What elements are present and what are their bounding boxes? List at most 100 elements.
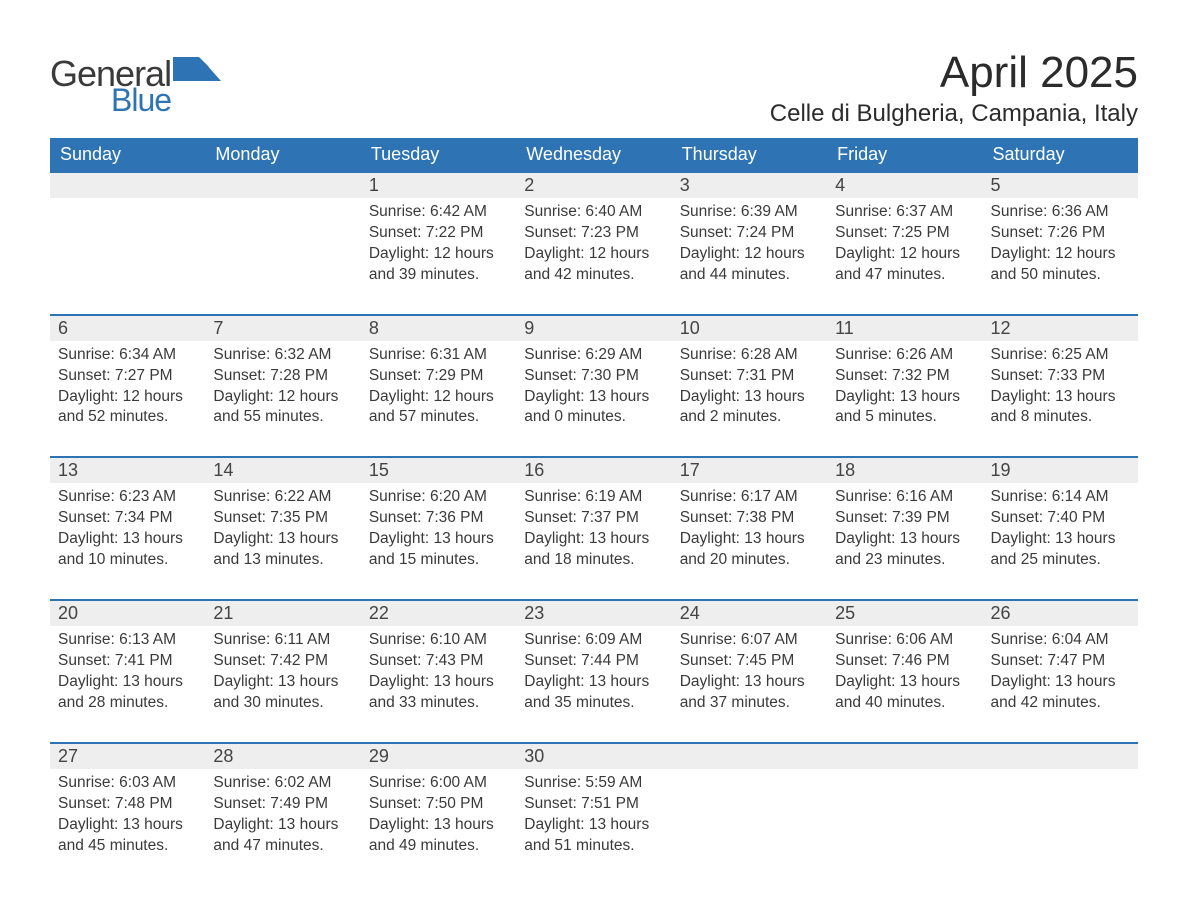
daylight-line2: and 28 minutes. <box>58 693 197 714</box>
day-content: Sunrise: 6:34 AMSunset: 7:27 PMDaylight:… <box>50 341 205 457</box>
day-number: 30 <box>516 744 671 769</box>
weekday-header: Friday <box>827 138 982 172</box>
daylight-line1: Daylight: 12 hours <box>369 244 508 265</box>
day-content: Sunrise: 6:06 AMSunset: 7:46 PMDaylight:… <box>827 626 982 742</box>
daylight-line2: and 37 minutes. <box>680 693 819 714</box>
daylight-line1: Daylight: 13 hours <box>991 672 1130 693</box>
day-number: 27 <box>50 744 205 769</box>
sunset-text: Sunset: 7:29 PM <box>369 366 508 387</box>
sunrise-text: Sunrise: 6:32 AM <box>213 345 352 366</box>
calendar-day-cell: 9Sunrise: 6:29 AMSunset: 7:30 PMDaylight… <box>516 315 671 458</box>
calendar-day-cell: 30Sunrise: 5:59 AMSunset: 7:51 PMDayligh… <box>516 743 671 885</box>
daylight-line2: and 49 minutes. <box>369 836 508 857</box>
day-number-bar: 30 <box>516 744 671 769</box>
sunrise-text: Sunrise: 6:31 AM <box>369 345 508 366</box>
day-number: 8 <box>361 316 516 341</box>
daylight-line2: and 15 minutes. <box>369 550 508 571</box>
sunrise-text: Sunrise: 6:17 AM <box>680 487 819 508</box>
day-number-bar <box>983 744 1138 769</box>
weekday-header-row: Sunday Monday Tuesday Wednesday Thursday… <box>50 138 1138 172</box>
day-number: 18 <box>827 458 982 483</box>
daylight-line1: Daylight: 13 hours <box>369 529 508 550</box>
daylight-line2: and 0 minutes. <box>524 407 663 428</box>
daylight-line1: Daylight: 13 hours <box>369 672 508 693</box>
calendar-day-cell: 26Sunrise: 6:04 AMSunset: 7:47 PMDayligh… <box>983 600 1138 743</box>
weekday-header: Sunday <box>50 138 205 172</box>
day-number-bar: 17 <box>672 458 827 483</box>
day-number-bar: 14 <box>205 458 360 483</box>
day-number-bar <box>50 173 205 198</box>
weekday-header: Monday <box>205 138 360 172</box>
daylight-line2: and 5 minutes. <box>835 407 974 428</box>
calendar-day-cell: 2Sunrise: 6:40 AMSunset: 7:23 PMDaylight… <box>516 172 671 315</box>
calendar-week-row: 13Sunrise: 6:23 AMSunset: 7:34 PMDayligh… <box>50 457 1138 600</box>
day-number-bar: 23 <box>516 601 671 626</box>
sunset-text: Sunset: 7:44 PM <box>524 651 663 672</box>
day-number-bar: 1 <box>361 173 516 198</box>
sunset-text: Sunset: 7:46 PM <box>835 651 974 672</box>
day-number: 28 <box>205 744 360 769</box>
daylight-line2: and 2 minutes. <box>680 407 819 428</box>
daylight-line1: Daylight: 12 hours <box>835 244 974 265</box>
daylight-line1: Daylight: 13 hours <box>680 672 819 693</box>
daylight-line1: Daylight: 12 hours <box>213 387 352 408</box>
sunrise-text: Sunrise: 6:00 AM <box>369 773 508 794</box>
daylight-line2: and 33 minutes. <box>369 693 508 714</box>
daylight-line2: and 44 minutes. <box>680 265 819 286</box>
daylight-line2: and 23 minutes. <box>835 550 974 571</box>
day-content: Sunrise: 6:29 AMSunset: 7:30 PMDaylight:… <box>516 341 671 457</box>
day-number-bar: 5 <box>983 173 1138 198</box>
sunset-text: Sunset: 7:25 PM <box>835 223 974 244</box>
day-content: Sunrise: 6:22 AMSunset: 7:35 PMDaylight:… <box>205 483 360 599</box>
header-row: General Blue April 2025 Celle di Bulgher… <box>50 48 1138 138</box>
sunset-text: Sunset: 7:34 PM <box>58 508 197 529</box>
sunset-text: Sunset: 7:38 PM <box>680 508 819 529</box>
weekday-header: Saturday <box>983 138 1138 172</box>
daylight-line1: Daylight: 13 hours <box>680 529 819 550</box>
day-number: 10 <box>672 316 827 341</box>
sunrise-text: Sunrise: 6:10 AM <box>369 630 508 651</box>
day-content: Sunrise: 6:14 AMSunset: 7:40 PMDaylight:… <box>983 483 1138 599</box>
day-number-bar: 2 <box>516 173 671 198</box>
day-content: Sunrise: 6:13 AMSunset: 7:41 PMDaylight:… <box>50 626 205 742</box>
sunrise-text: Sunrise: 6:42 AM <box>369 202 508 223</box>
calendar-table: Sunday Monday Tuesday Wednesday Thursday… <box>50 138 1138 884</box>
day-number-bar: 19 <box>983 458 1138 483</box>
sunrise-text: Sunrise: 6:28 AM <box>680 345 819 366</box>
day-content: Sunrise: 6:40 AMSunset: 7:23 PMDaylight:… <box>516 198 671 314</box>
daylight-line1: Daylight: 13 hours <box>213 529 352 550</box>
sunrise-text: Sunrise: 6:23 AM <box>58 487 197 508</box>
day-number: 12 <box>983 316 1138 341</box>
sunset-text: Sunset: 7:50 PM <box>369 794 508 815</box>
day-content: Sunrise: 6:02 AMSunset: 7:49 PMDaylight:… <box>205 769 360 885</box>
day-number-bar: 26 <box>983 601 1138 626</box>
calendar-day-cell: 8Sunrise: 6:31 AMSunset: 7:29 PMDaylight… <box>361 315 516 458</box>
calendar-day-cell <box>205 172 360 315</box>
day-number-bar: 28 <box>205 744 360 769</box>
day-content: Sunrise: 5:59 AMSunset: 7:51 PMDaylight:… <box>516 769 671 885</box>
sunset-text: Sunset: 7:22 PM <box>369 223 508 244</box>
calendar-day-cell: 4Sunrise: 6:37 AMSunset: 7:25 PMDaylight… <box>827 172 982 315</box>
day-number: 7 <box>205 316 360 341</box>
calendar-day-cell: 15Sunrise: 6:20 AMSunset: 7:36 PMDayligh… <box>361 457 516 600</box>
sunrise-text: Sunrise: 6:16 AM <box>835 487 974 508</box>
sunset-text: Sunset: 7:35 PM <box>213 508 352 529</box>
daylight-line2: and 51 minutes. <box>524 836 663 857</box>
daylight-line2: and 47 minutes. <box>213 836 352 857</box>
day-number-bar: 18 <box>827 458 982 483</box>
daylight-line1: Daylight: 13 hours <box>991 529 1130 550</box>
calendar-day-cell: 12Sunrise: 6:25 AMSunset: 7:33 PMDayligh… <box>983 315 1138 458</box>
day-number: 16 <box>516 458 671 483</box>
day-number-bar: 9 <box>516 316 671 341</box>
calendar-day-cell: 11Sunrise: 6:26 AMSunset: 7:32 PMDayligh… <box>827 315 982 458</box>
calendar-day-cell: 24Sunrise: 6:07 AMSunset: 7:45 PMDayligh… <box>672 600 827 743</box>
daylight-line2: and 57 minutes. <box>369 407 508 428</box>
daylight-line1: Daylight: 12 hours <box>524 244 663 265</box>
day-number: 4 <box>827 173 982 198</box>
calendar-day-cell: 5Sunrise: 6:36 AMSunset: 7:26 PMDaylight… <box>983 172 1138 315</box>
location-subtitle: Celle di Bulgheria, Campania, Italy <box>770 100 1138 128</box>
sunset-text: Sunset: 7:30 PM <box>524 366 663 387</box>
calendar-day-cell: 6Sunrise: 6:34 AMSunset: 7:27 PMDaylight… <box>50 315 205 458</box>
sunset-text: Sunset: 7:41 PM <box>58 651 197 672</box>
daylight-line2: and 52 minutes. <box>58 407 197 428</box>
